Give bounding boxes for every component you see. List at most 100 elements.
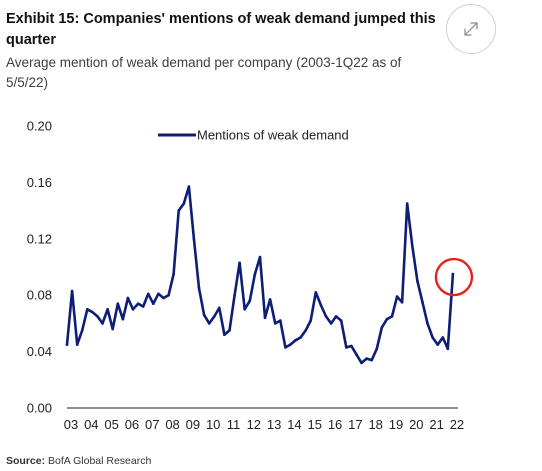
x-tick-label: 19 (389, 417, 403, 432)
data-point (395, 295, 399, 298)
chart-subtitle: Average mention of weak demand per compa… (6, 55, 402, 90)
data-point (91, 310, 94, 314)
data-point (223, 333, 226, 337)
data-point (136, 302, 140, 306)
legend-label: Mentions of weak demand (197, 128, 349, 143)
data-point (202, 313, 206, 317)
data-point (172, 272, 175, 276)
y-tick-label: 0.08 (27, 288, 52, 303)
x-tick-label: 05 (104, 417, 118, 432)
annotations (434, 257, 474, 297)
highlight-circle (434, 257, 474, 297)
data-point (400, 301, 404, 304)
x-tick-label: 06 (125, 417, 139, 432)
data-point (426, 322, 429, 325)
x-tick-label: 15 (308, 417, 322, 432)
data-point (284, 346, 287, 349)
data-point (207, 322, 211, 325)
source-label: Source: (6, 455, 46, 467)
data-point (80, 329, 84, 332)
data-point (187, 185, 191, 188)
data-point (162, 296, 165, 300)
y-tick-label: 0.04 (27, 344, 52, 359)
x-tick-label: 07 (145, 417, 159, 432)
data-point (421, 301, 424, 304)
data-point (436, 343, 440, 346)
data-point (101, 322, 104, 325)
data-point (365, 357, 368, 360)
data-point (334, 315, 338, 318)
data-point (65, 343, 69, 346)
y-tick-label: 0.16 (27, 175, 52, 190)
data-point (126, 296, 130, 300)
data-point (319, 303, 323, 307)
data-point (106, 308, 109, 311)
series-layer (65, 185, 455, 365)
data-point (279, 319, 282, 322)
data-point (152, 302, 155, 306)
data-point (70, 289, 74, 293)
data-point (182, 202, 186, 205)
data-point (131, 308, 135, 311)
data-point (385, 317, 389, 321)
data-point (167, 293, 170, 297)
data-point (390, 315, 394, 318)
data-point (233, 293, 236, 297)
data-point (309, 319, 313, 322)
data-point (431, 336, 434, 339)
chart-title: Exhibit 15: Companies' mentions of weak … (6, 11, 436, 48)
data-point (116, 302, 120, 306)
y-tick-label: 0.00 (27, 401, 52, 416)
expand-button[interactable] (446, 4, 496, 54)
data-point (248, 299, 252, 303)
data-point (375, 347, 379, 351)
data-point (304, 329, 308, 332)
data-point (268, 298, 272, 301)
x-tick-label: 20 (409, 417, 423, 432)
x-tick-label: 14 (287, 417, 301, 432)
data-point (380, 326, 384, 329)
data-point (446, 347, 450, 351)
x-tick-label: 12 (247, 417, 261, 432)
x-tick-label: 09 (186, 417, 200, 432)
data-point (253, 272, 257, 276)
x-tick-label: 16 (328, 417, 342, 432)
data-point (441, 336, 445, 339)
data-point (243, 308, 246, 311)
data-point (263, 316, 267, 320)
x-tick-label: 22 (450, 417, 464, 432)
data-point (355, 353, 358, 356)
expand-arrows-icon (464, 22, 478, 36)
data-point (314, 291, 318, 294)
data-point (96, 315, 99, 318)
x-tick-label: 17 (348, 417, 362, 432)
data-point (299, 336, 302, 339)
data-point (228, 329, 231, 332)
data-point (238, 261, 241, 265)
data-point (121, 317, 125, 321)
legend: Mentions of weak demand (158, 128, 349, 143)
data-point (350, 344, 353, 348)
x-tick-label: 10 (206, 417, 220, 432)
data-point (360, 361, 363, 365)
x-tick-label: 04 (84, 417, 98, 432)
source-note: Source: BofA Global Research (6, 455, 151, 467)
data-point (86, 308, 89, 311)
x-tick-label: 08 (165, 417, 179, 432)
data-point (213, 315, 216, 318)
data-point (146, 292, 150, 296)
data-point (339, 319, 343, 322)
data-point (177, 209, 180, 212)
data-point (329, 322, 333, 325)
x-tick-label: 03 (64, 417, 78, 432)
data-point (258, 255, 262, 259)
data-point (157, 292, 160, 296)
data-point (370, 358, 374, 362)
data-point (75, 343, 79, 346)
data-point (405, 202, 409, 205)
series-line (65, 185, 455, 365)
data-point (273, 322, 277, 325)
data-point (345, 346, 348, 349)
y-tick-label: 0.12 (27, 231, 52, 246)
